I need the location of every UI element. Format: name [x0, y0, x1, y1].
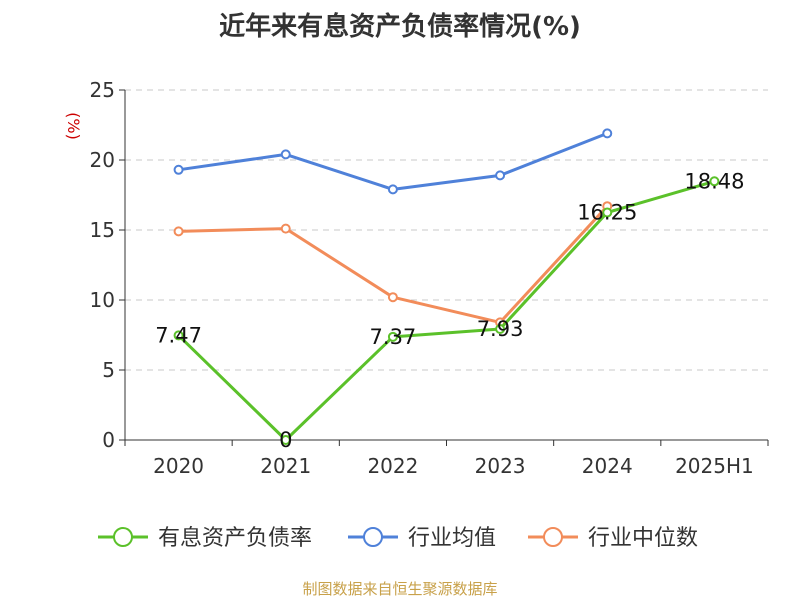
x-tick-label: 2022 — [367, 454, 418, 478]
chart-title: 近年来有息资产负债率情况(%) — [219, 12, 581, 42]
legend-label: 行业均值 — [408, 526, 496, 551]
data-label: 0 — [279, 428, 292, 452]
legend-marker — [543, 527, 563, 547]
y-axis-unit-label: (%) — [64, 112, 83, 140]
series-point-2 — [173, 226, 184, 237]
grid-layer — [125, 89, 768, 371]
series-point-2 — [280, 223, 291, 234]
data-label: 7.37 — [370, 325, 417, 349]
x-tick-label: 2023 — [475, 454, 526, 478]
series-point-1 — [173, 164, 184, 175]
x-tick-label: 2025H1 — [675, 454, 754, 478]
series-point-0 — [173, 330, 184, 341]
legend-label: 行业中位数 — [588, 526, 698, 551]
source-note: 制图数据来自恒生聚源数据库 — [302, 580, 498, 598]
x-tick-label: 2024 — [582, 454, 633, 478]
series-point-0 — [280, 435, 291, 445]
series-line-0 — [177, 179, 715, 442]
series-line-2 — [178, 205, 609, 324]
series-point-1 — [387, 184, 398, 195]
series-line-1 — [178, 132, 608, 191]
series-layer — [173, 128, 720, 445]
y-tick-label: 15 — [90, 218, 115, 242]
series-point-0 — [495, 323, 506, 334]
series-point-1 — [602, 128, 613, 139]
data-label: 7.93 — [477, 317, 524, 341]
legend-label: 有息资产负债率 — [158, 526, 312, 551]
x-tick-label: 2020 — [153, 454, 204, 478]
series-point-0 — [709, 176, 720, 187]
y-tick-label: 20 — [90, 148, 115, 172]
x-tick-label: 2021 — [260, 454, 311, 478]
data-label-layer: 7.47 0 7.37 7.93 16.25 18.48 — [155, 169, 744, 452]
y-tick-label: 0 — [102, 428, 115, 452]
y-tick-label: 25 — [90, 78, 115, 102]
y-tick-label: 5 — [102, 358, 115, 382]
series-point-0 — [602, 207, 613, 218]
legend-marker — [113, 527, 133, 547]
legend-marker — [363, 527, 383, 547]
y-tick-label: 10 — [90, 288, 115, 312]
data-label: 16.25 — [577, 201, 637, 225]
series-point-2 — [387, 292, 398, 303]
data-label: 18.48 — [684, 169, 744, 193]
data-label: 7.47 — [155, 323, 202, 347]
legend: 有息资产负债率 行业均值 行业中位数 — [98, 526, 698, 551]
series-point-0 — [387, 331, 398, 342]
series-point-1 — [280, 149, 291, 160]
series-point-1 — [495, 170, 506, 181]
axis-layer: 0 5 10 15 20 25 2020 2021 2022 2023 2024 2025H1 — [90, 78, 769, 478]
